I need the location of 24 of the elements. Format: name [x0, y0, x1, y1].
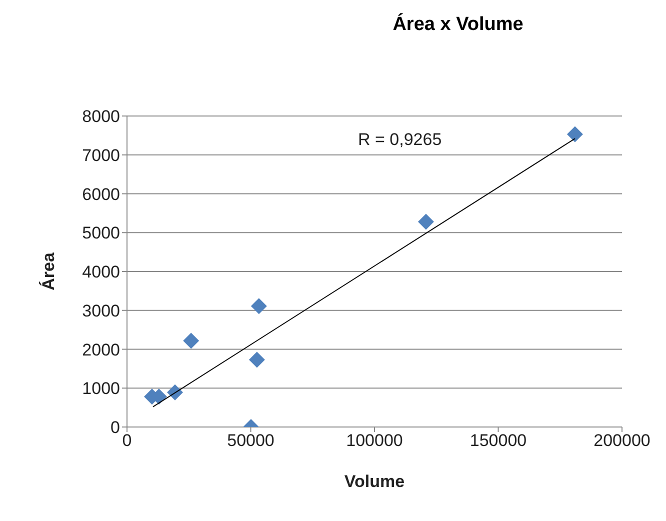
x-tick-label: 50000 — [227, 431, 274, 450]
point — [418, 214, 434, 230]
y-tick-label: 6000 — [82, 184, 120, 204]
chart-title: Área x Volume — [392, 14, 524, 36]
x-tick-label: 100000 — [346, 431, 403, 450]
annotation: R = 0,9265 — [358, 130, 442, 150]
x-tick-label: 200000 — [594, 431, 650, 450]
y-tick-label: 5000 — [82, 224, 120, 243]
y-tick-label: 1000 — [82, 379, 120, 398]
y-axis-title: Área — [38, 252, 58, 290]
x-tick-label: 150000 — [470, 431, 527, 450]
y-tick-label: 4000 — [82, 262, 120, 282]
point — [250, 298, 267, 314]
y-tick-label: 8000 — [82, 107, 120, 126]
y-tick-label: 0 — [110, 418, 120, 438]
y-tick-label: 7000 — [82, 146, 120, 165]
point — [566, 126, 583, 142]
y-tick-label: 3000 — [82, 301, 120, 320]
x-tick-label: 0 — [122, 431, 132, 450]
y-tick-label: 2000 — [82, 340, 120, 360]
point — [167, 384, 184, 400]
point — [248, 352, 265, 368]
point — [183, 332, 200, 349]
x-axis-title: Volume — [344, 472, 405, 491]
